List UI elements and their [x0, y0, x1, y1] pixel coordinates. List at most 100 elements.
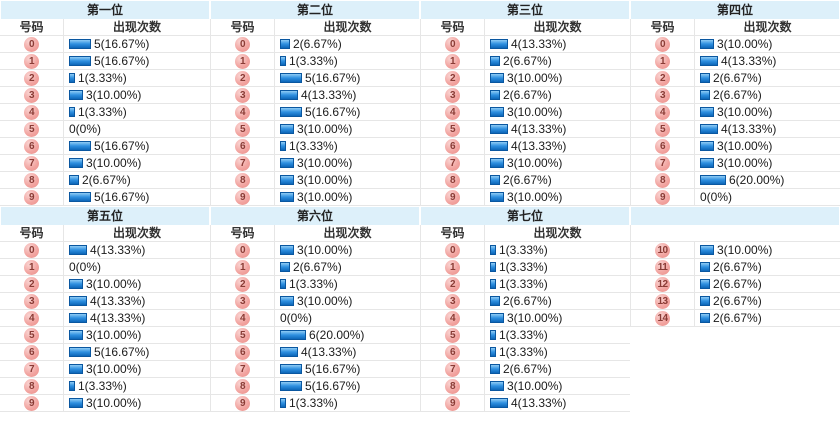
number-column-header: 号码 [421, 19, 485, 35]
frequency-bar [490, 192, 504, 202]
number-ball: 6 [235, 344, 250, 360]
count-cell: 0(0%) [695, 190, 840, 204]
number-ball: 7 [235, 361, 250, 377]
count-cell: 1(3.33%) [485, 328, 630, 342]
count-column-header: 出现次数 [112, 20, 161, 34]
position-section: 第三位 号码 出现次数 0 4(13.33%) 1 2(6.67%) 2 3(10.00%) 3 2… [420, 0, 630, 206]
number-cell: 7 [211, 155, 275, 171]
frequency-label: 2(6.67%) [293, 37, 342, 51]
number-cell: 6 [631, 138, 695, 154]
frequency-row: 8 3(10.00%) [210, 172, 420, 189]
frequency-label: 1(3.33%) [499, 260, 548, 274]
count-cell: 3(10.00%) [485, 379, 630, 393]
frequency-bar [280, 262, 290, 272]
count-cell: 3(10.00%) [485, 190, 630, 204]
frequency-bar [280, 347, 298, 357]
number-ball: 0 [24, 242, 39, 258]
frequency-row: 7 3(10.00%) [630, 155, 840, 172]
number-cell: 5 [0, 121, 64, 137]
number-ball: 8 [235, 172, 250, 188]
number-ball: 3 [24, 87, 39, 103]
count-cell: 1(3.33%) [485, 277, 630, 291]
number-cell: 0 [631, 36, 695, 52]
frequency-label: 0(0%) [69, 260, 102, 274]
frequency-label: 1(3.33%) [499, 328, 548, 342]
column-headers-row: 号码 出现次数 [420, 19, 630, 36]
section-title [631, 207, 839, 225]
frequency-bar [490, 364, 500, 374]
frequency-bar [490, 175, 500, 185]
frequency-label: 1(3.33%) [289, 139, 338, 153]
number-cell: 6 [211, 138, 275, 154]
frequency-row: 3 3(10.00%) [0, 87, 210, 104]
frequency-label: 2(6.67%) [503, 173, 552, 187]
frequency-label: 3(10.00%) [507, 311, 563, 325]
column-headers-row [630, 225, 840, 242]
frequency-row: 4 4(13.33%) [0, 310, 210, 327]
number-cell: 1 [211, 53, 275, 69]
count-cell: 2(6.67%) [64, 173, 210, 187]
number-cell: 6 [421, 138, 485, 154]
number-cell: 1 [631, 53, 695, 69]
number-ball: 4 [445, 310, 460, 326]
frequency-row: 9 3(10.00%) [0, 395, 210, 412]
number-cell: 0 [0, 36, 64, 52]
number-cell: 1 [211, 259, 275, 275]
count-cell: 1(3.33%) [64, 105, 210, 119]
number-ball: 11 [655, 259, 670, 275]
number-ball: 2 [24, 276, 39, 292]
frequency-label: 3(10.00%) [297, 190, 353, 204]
count-cell: 2(6.67%) [485, 54, 630, 68]
number-ball: 3 [24, 293, 39, 309]
frequency-row: 4 3(10.00%) [420, 310, 630, 327]
frequency-row: 5 4(13.33%) [420, 121, 630, 138]
number-cell: 7 [631, 155, 695, 171]
number-cell: 9 [421, 395, 485, 411]
frequency-row: 5 6(20.00%) [210, 327, 420, 344]
number-cell: 9 [0, 189, 64, 205]
frequency-bar [490, 347, 496, 357]
frequency-row: 6 5(16.67%) [0, 344, 210, 361]
position-section: 第六位 号码 出现次数 0 3(10.00%) 1 2(6.67%) 2 1(3.33%) 3 3(… [210, 206, 420, 412]
frequency-label: 4(13.33%) [301, 88, 357, 102]
frequency-row: 11 2(6.67%) [630, 259, 840, 276]
number-cell: 5 [631, 121, 695, 137]
frequency-bar [280, 381, 302, 391]
frequency-row: 2 1(3.33%) [420, 276, 630, 293]
number-ball: 1 [445, 259, 460, 275]
number-cell: 8 [0, 172, 64, 188]
count-cell: 3(10.00%) [485, 156, 630, 170]
section-title: 第四位 [631, 1, 839, 19]
frequency-row: 8 2(6.67%) [420, 172, 630, 189]
column-headers-row: 号码 出现次数 [210, 19, 420, 36]
count-cell: 4(13.33%) [485, 37, 630, 51]
number-cell: 9 [211, 395, 275, 411]
number-ball: 5 [445, 121, 460, 137]
count-cell: 1(3.33%) [485, 243, 630, 257]
number-cell: 3 [211, 87, 275, 103]
frequency-label: 2(6.67%) [503, 294, 552, 308]
position-section: 10 3(10.00%) 11 2(6.67%) 12 2(6.67%) 13 2(6.67%… [630, 206, 840, 327]
count-cell: 2(6.67%) [695, 277, 840, 291]
number-ball: 6 [24, 344, 39, 360]
frequency-row: 2 3(10.00%) [420, 70, 630, 87]
frequency-label: 4(13.33%) [90, 243, 146, 257]
frequency-label: 3(10.00%) [507, 379, 563, 393]
count-cell: 4(13.33%) [695, 122, 840, 136]
frequency-row: 6 1(3.33%) [210, 138, 420, 155]
frequency-bar [490, 39, 508, 49]
frequency-bar [280, 73, 302, 83]
frequency-label: 2(6.67%) [713, 71, 762, 85]
frequency-label: 5(16.67%) [305, 362, 361, 376]
number-cell: 3 [0, 293, 64, 309]
number-ball: 3 [235, 87, 250, 103]
frequency-label: 1(3.33%) [499, 277, 548, 291]
number-cell: 9 [631, 189, 695, 205]
count-cell: 2(6.67%) [695, 311, 840, 325]
number-ball: 0 [235, 242, 250, 258]
column-headers-row: 号码 出现次数 [0, 19, 210, 36]
frequency-label: 0(0%) [700, 190, 733, 204]
number-cell: 2 [0, 276, 64, 292]
count-column-header: 出现次数 [743, 20, 792, 34]
frequency-bar [69, 158, 83, 168]
